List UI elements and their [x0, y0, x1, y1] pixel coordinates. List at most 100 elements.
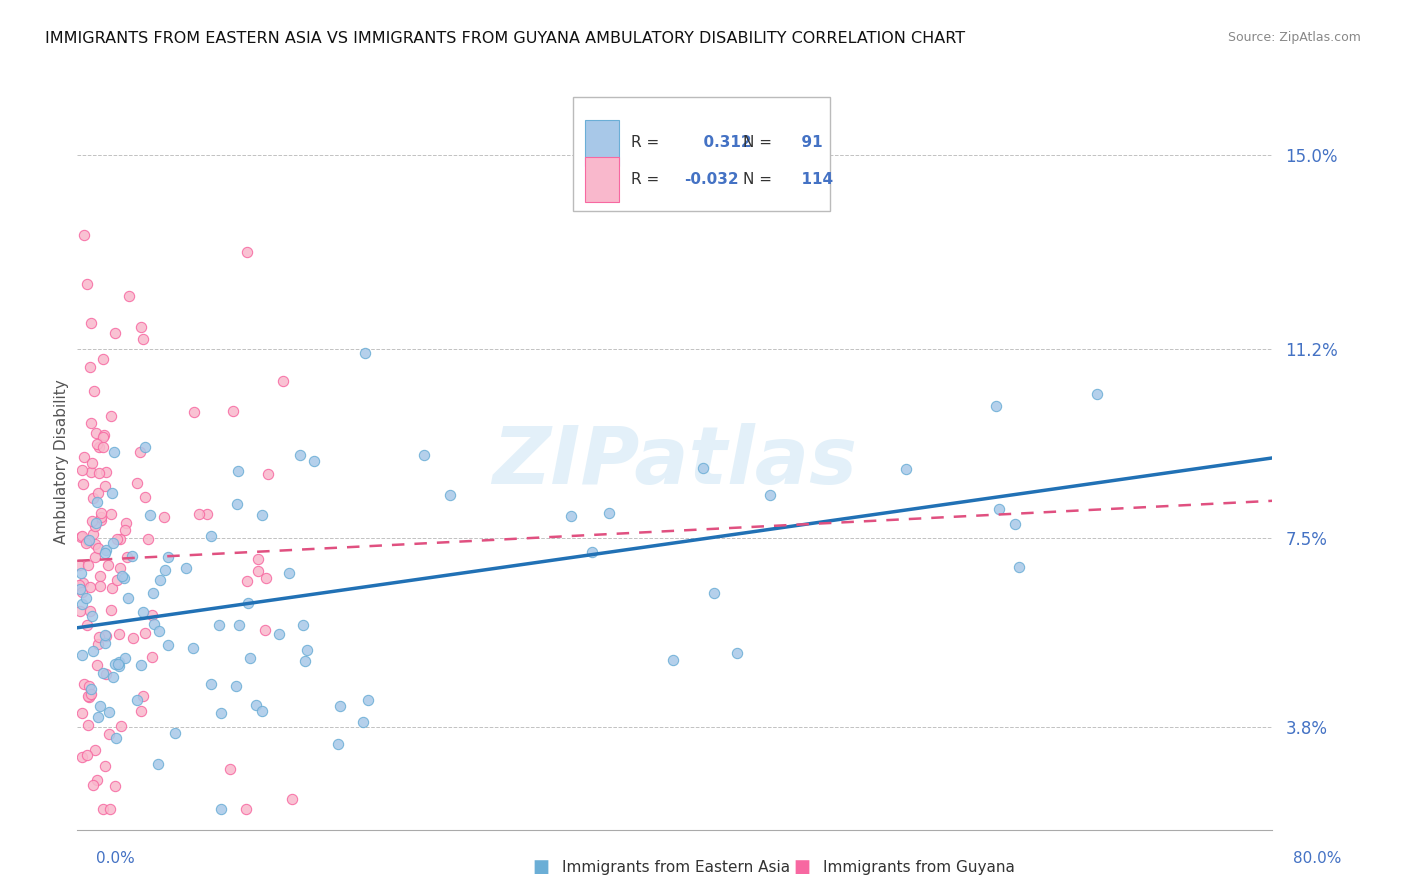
Text: IMMIGRANTS FROM EASTERN ASIA VS IMMIGRANTS FROM GUYANA AMBULATORY DISABILITY COR: IMMIGRANTS FROM EASTERN ASIA VS IMMIGRAN…: [45, 31, 965, 46]
Point: [72, 706, 94, 720]
Text: Source: ZipAtlas.com: Source: ZipAtlas.com: [1227, 31, 1361, 45]
Point: [84, 426, 107, 441]
Point: [86, 657, 108, 672]
Point: [93, 546, 115, 560]
Point: [247, 564, 270, 578]
Point: [987, 502, 1010, 516]
Point: [80, 682, 103, 697]
Point: [72, 477, 94, 491]
Point: [87, 440, 110, 454]
Point: [228, 617, 250, 632]
Text: R =: R =: [631, 172, 659, 187]
Point: [280, 792, 302, 806]
Point: [89, 698, 111, 713]
Point: [183, 405, 205, 419]
Text: 0.312: 0.312: [693, 136, 751, 151]
Point: [725, 647, 748, 661]
Point: [142, 586, 165, 600]
FancyBboxPatch shape: [585, 157, 619, 202]
Point: [163, 726, 186, 740]
Point: [153, 563, 176, 577]
Point: [108, 561, 131, 575]
Point: [107, 657, 129, 672]
Point: [94, 666, 117, 681]
Point: [236, 574, 259, 588]
Text: 91: 91: [790, 136, 823, 151]
Text: N =: N =: [742, 172, 772, 187]
Point: [129, 444, 152, 458]
Point: [94, 635, 117, 649]
Point: [352, 715, 374, 730]
Point: [157, 638, 180, 652]
Point: [90, 506, 112, 520]
Point: [76, 277, 98, 292]
Point: [139, 508, 162, 523]
Point: [72, 576, 94, 591]
Point: [328, 737, 350, 751]
Point: [79, 604, 101, 618]
Point: [69, 604, 91, 618]
Point: [112, 571, 135, 585]
Point: [70, 463, 93, 477]
Point: [143, 617, 166, 632]
Point: [73, 677, 96, 691]
Point: [67, 558, 90, 573]
Point: [70, 648, 93, 662]
Point: [77, 533, 100, 548]
Point: [250, 508, 273, 522]
Point: [125, 475, 148, 490]
Point: [134, 441, 156, 455]
Point: [292, 618, 315, 632]
Point: [188, 507, 211, 521]
Point: [80, 316, 103, 330]
Text: 114: 114: [790, 172, 832, 187]
Point: [354, 345, 377, 359]
Point: [70, 529, 93, 543]
Point: [226, 464, 249, 478]
Point: [121, 549, 143, 563]
Point: [181, 640, 204, 655]
Point: [97, 558, 120, 573]
Point: [98, 705, 121, 719]
Point: [101, 486, 124, 500]
Point: [97, 727, 120, 741]
Point: [117, 591, 139, 605]
Point: [148, 624, 170, 638]
Point: [87, 467, 110, 481]
Point: [100, 603, 122, 617]
Point: [896, 462, 918, 476]
Point: [200, 529, 222, 543]
Point: [153, 509, 176, 524]
Point: [209, 802, 232, 816]
Text: ■: ■: [533, 858, 550, 876]
Point: [110, 568, 132, 582]
Point: [94, 628, 117, 642]
Point: [225, 679, 247, 693]
Point: [103, 536, 125, 550]
Point: [226, 497, 249, 511]
Point: [149, 573, 172, 587]
Point: [290, 448, 312, 462]
Point: [129, 704, 152, 718]
Point: [107, 627, 129, 641]
Point: [146, 757, 169, 772]
Point: [70, 585, 93, 599]
Point: [91, 430, 114, 444]
Point: [277, 566, 299, 580]
Text: ZIPatlas: ZIPatlas: [492, 423, 858, 500]
Point: [82, 514, 104, 528]
Text: R =: R =: [631, 136, 659, 151]
Point: [245, 698, 267, 713]
Point: [91, 440, 114, 454]
Point: [94, 759, 117, 773]
Point: [108, 658, 131, 673]
Point: [82, 778, 104, 792]
Point: [82, 491, 104, 506]
Point: [108, 533, 131, 547]
Point: [195, 507, 218, 521]
Point: [83, 384, 105, 398]
Point: [87, 541, 110, 555]
Point: [70, 598, 93, 612]
Point: [294, 654, 316, 668]
Text: 80.0%: 80.0%: [1294, 851, 1341, 865]
